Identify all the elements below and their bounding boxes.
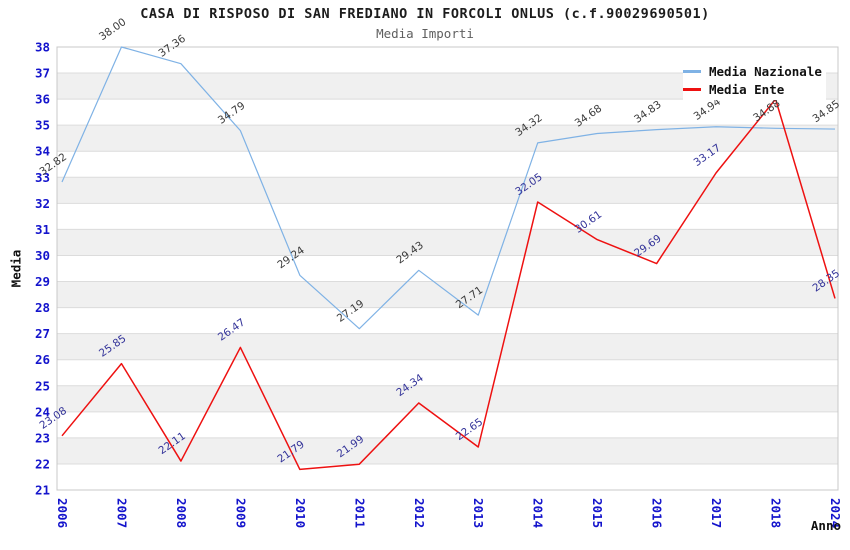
x-tick-label: 2009	[233, 498, 248, 528]
plot-stripe	[57, 229, 838, 256]
chart-title: CASA DI RISPOSO DI SAN FREDIANO IN FORCO…	[140, 6, 710, 22]
y-tick-label: 26	[35, 352, 50, 367]
plot-stripe	[57, 437, 838, 464]
y-tick-label: 33	[35, 170, 50, 185]
x-axis-title: Anno	[810, 518, 841, 533]
series-line-media-nazionale	[61, 46, 836, 330]
chart-subtitle: Media Importi	[376, 26, 474, 41]
plot-stripe	[57, 359, 838, 386]
plot-stripe	[57, 125, 838, 152]
y-tick-label: 24	[35, 404, 50, 419]
x-tick-label: 2016	[650, 498, 665, 528]
legend-label-media-nazionale: Media Nazionale	[709, 63, 822, 79]
plot-stripe	[57, 99, 838, 126]
legend-swatch-red-line	[683, 87, 701, 91]
x-tick-label: 2012	[412, 498, 427, 528]
y-axis-title: Media	[8, 249, 24, 288]
y-tick-label: 31	[35, 222, 50, 237]
plot-border	[56, 46, 839, 491]
y-tick-label: 38	[35, 40, 50, 55]
legend-item-media-ente: Media Ente	[683, 80, 822, 98]
x-tick-label: 2013	[471, 498, 486, 528]
plot-stripe	[57, 385, 838, 412]
y-tick-label: 29	[35, 274, 50, 289]
plot-stripe	[57, 203, 838, 230]
plot-stripe	[57, 281, 838, 308]
x-tick-label: 2008	[174, 498, 189, 528]
plot-stripe	[57, 333, 838, 360]
plot-stripe	[57, 307, 838, 334]
x-tick-label: 2017	[709, 498, 724, 528]
plot-stripe	[57, 177, 838, 204]
x-tick-label: 2014	[531, 498, 546, 528]
legend-label-media-ente: Media Ente	[709, 81, 785, 97]
x-tick-label: 2011	[352, 498, 367, 528]
legend: Media Nazionale Media Ente	[683, 60, 826, 100]
plot-stripe	[57, 463, 838, 490]
series-line-media-ente	[61, 98, 836, 471]
x-tick-label: 2015	[590, 498, 605, 528]
y-tick-label: 37	[35, 66, 50, 81]
legend-swatch-blue-line	[683, 69, 701, 73]
y-tick-label: 25	[35, 378, 50, 393]
legend-item-media-nazionale: Media Nazionale	[683, 62, 822, 80]
plot-stripe	[57, 151, 838, 178]
x-tick-label: 2007	[114, 498, 129, 528]
y-tick-label: 34	[35, 144, 50, 159]
y-tick-label: 30	[35, 248, 50, 263]
y-tick-label: 21	[35, 483, 50, 498]
x-tick-label: 2024	[828, 498, 843, 528]
y-tick-label: 23	[35, 430, 50, 445]
y-tick-label: 22	[35, 456, 50, 471]
y-tick-label: 28	[35, 300, 50, 315]
y-tick-label: 27	[35, 326, 50, 341]
x-tick-label: 2018	[769, 498, 784, 528]
x-tick-label: 2006	[55, 498, 70, 528]
point-label: 38.00	[97, 16, 129, 43]
y-tick-label: 32	[35, 196, 50, 211]
x-tick-label: 2010	[293, 498, 308, 528]
y-tick-label: 36	[35, 92, 50, 107]
y-tick-label: 35	[35, 118, 50, 133]
plot-stripe	[57, 255, 838, 282]
